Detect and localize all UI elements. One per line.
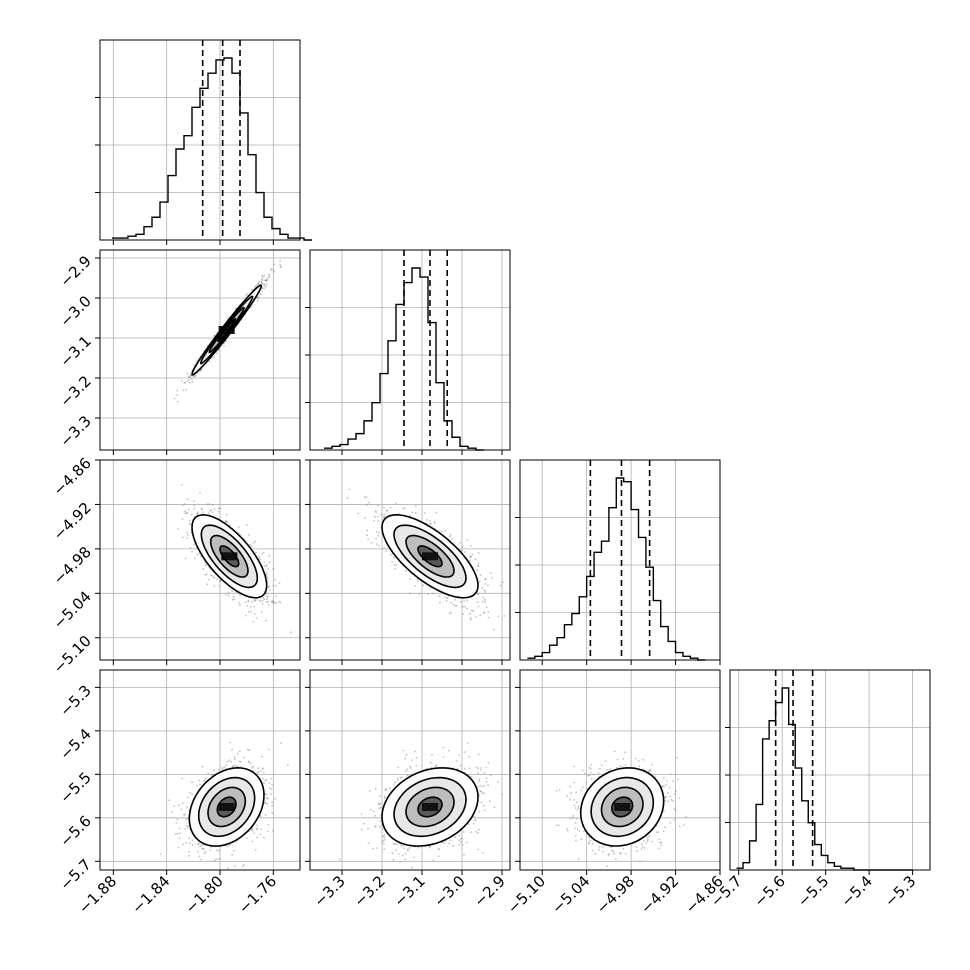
contour-line — [600, 786, 644, 828]
density-cell — [422, 802, 438, 811]
x-tick-label: −5.5 — [794, 872, 832, 910]
contour-line — [191, 284, 263, 376]
histogram-series — [736, 687, 913, 871]
panel-frame — [99, 249, 301, 451]
histogram-series — [112, 57, 312, 241]
y-tick-label: −5.5 — [56, 768, 94, 806]
marginal-histogram-panel — [515, 459, 721, 665]
density-fill — [189, 767, 264, 847]
density-cell — [218, 802, 235, 811]
y-tick-label: −3.3 — [56, 412, 94, 450]
panel-frame — [519, 459, 721, 661]
x-tick-label: −5.10 — [504, 872, 549, 917]
x-tick-label: −3.2 — [350, 872, 388, 910]
x-tick-label: −4.92 — [637, 872, 682, 917]
panel-frame — [309, 249, 511, 451]
x-tick-label: −3.1 — [390, 872, 428, 910]
contour-line — [207, 786, 247, 828]
y-tick-label: −4.98 — [50, 543, 95, 588]
y-tick-label: −5.3 — [56, 681, 94, 719]
y-tick-label: −4.92 — [50, 499, 95, 544]
y-tick-label: −3.2 — [56, 372, 94, 410]
joint-panel — [305, 459, 511, 665]
panel-frame — [729, 669, 931, 871]
panel-frame — [99, 39, 301, 241]
contour-line — [405, 534, 455, 578]
scatter-points — [346, 488, 506, 631]
x-tick-label: −4.98 — [593, 872, 638, 917]
contour-line — [381, 767, 479, 847]
x-tick-label: −5.04 — [548, 872, 593, 917]
panel-frame — [309, 459, 511, 661]
joint-panel: −5.10−5.04−4.98−4.92−4.86 — [50, 454, 301, 677]
contour-line — [199, 295, 254, 365]
histogram-series — [527, 477, 706, 661]
marginal-histogram-panel: −5.7 −5.6 −5.5 −5.4 −5.3 — [707, 669, 931, 911]
density-fill — [192, 514, 267, 598]
x-tick-label: −3.3 — [310, 872, 348, 910]
density-fill — [580, 767, 664, 846]
density-fill — [382, 514, 478, 598]
contour-line — [191, 513, 268, 599]
joint-panel: −1.88 −1.84 −1.80 −1.76−5.7−5.6−5.5−5.4−5.3 — [56, 669, 301, 917]
y-tick-label: −4.86 — [50, 454, 95, 499]
x-tick-label: −1.80 — [182, 872, 227, 917]
x-tick-label: −5.6 — [751, 872, 789, 910]
scatter-points — [177, 484, 292, 634]
contour-line — [216, 796, 237, 818]
x-tick-label: −1.76 — [235, 872, 280, 917]
joint-panel: −3.3−3.2−3.1−3.0−2.9 — [305, 669, 511, 911]
contour-line — [393, 524, 467, 589]
panel-frame — [309, 669, 511, 871]
scatter-points — [555, 750, 687, 867]
contour-line — [417, 545, 443, 568]
panel-frame — [99, 459, 301, 661]
contour-line — [381, 513, 479, 599]
density-cell — [422, 552, 438, 561]
y-tick-label: −5.4 — [56, 725, 94, 763]
contour-line — [209, 534, 249, 578]
contour-line — [405, 786, 455, 828]
marginal-histogram-panel — [305, 249, 511, 455]
y-tick-label: −5.7 — [56, 855, 94, 893]
contour-line — [188, 766, 265, 847]
density-cell — [221, 552, 238, 561]
y-tick-label: −2.9 — [56, 252, 94, 290]
y-tick-label: −3.0 — [56, 292, 94, 330]
contour-line — [590, 776, 655, 838]
y-tick-label: −3.1 — [56, 332, 94, 370]
contour-line — [200, 524, 259, 589]
panel-frame — [519, 669, 721, 871]
panel-frame — [99, 669, 301, 871]
contour-line — [197, 776, 256, 838]
contour-line — [217, 318, 237, 342]
density-fill — [382, 767, 478, 847]
x-tick-label: −5.3 — [881, 872, 919, 910]
contour-line — [611, 796, 634, 818]
joint-panel: −3.3−3.2−3.1−3.0−2.9 — [56, 249, 301, 455]
marginal-histogram-panel — [95, 39, 312, 245]
joint-panel: −5.10−5.04−4.98−4.92−4.86 — [504, 669, 727, 917]
y-tick-label: −5.10 — [50, 632, 95, 677]
x-tick-label: −3.0 — [430, 872, 468, 910]
contour-line — [393, 776, 467, 838]
y-tick-label: −5.6 — [56, 812, 94, 850]
y-tick-label: −5.04 — [50, 587, 95, 632]
scatter-points — [173, 259, 282, 403]
x-tick-label: −5.4 — [837, 872, 875, 910]
density-cell — [614, 802, 631, 811]
scatter-points — [159, 741, 289, 870]
scatter-points — [338, 742, 503, 869]
contour-line — [219, 545, 240, 568]
contour-line — [417, 796, 443, 818]
contour-line — [208, 306, 245, 354]
density-fill — [192, 285, 262, 375]
x-tick-label: −1.84 — [128, 872, 173, 917]
contour-line — [579, 767, 665, 847]
density-cell — [218, 326, 235, 334]
